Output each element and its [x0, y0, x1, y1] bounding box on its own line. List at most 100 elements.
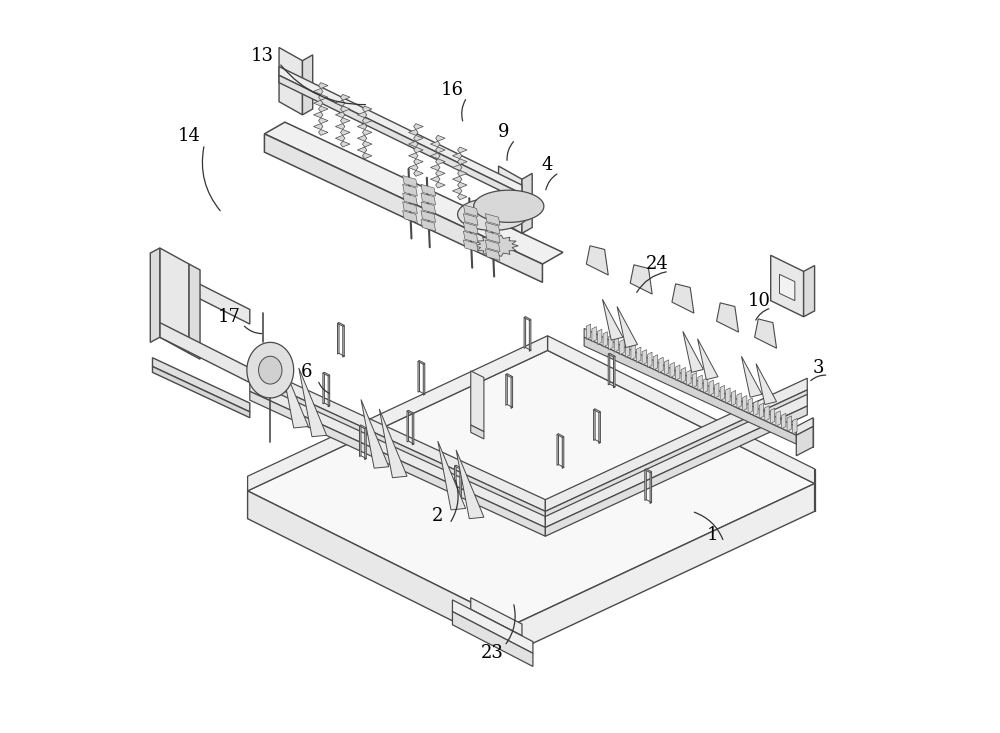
Polygon shape [506, 374, 507, 405]
Polygon shape [160, 264, 250, 324]
Polygon shape [742, 396, 747, 411]
Polygon shape [319, 118, 328, 124]
Polygon shape [709, 380, 713, 396]
Polygon shape [511, 377, 513, 408]
Text: 17: 17 [218, 308, 241, 325]
Polygon shape [692, 372, 697, 388]
Polygon shape [608, 353, 615, 357]
Polygon shape [259, 356, 282, 384]
Polygon shape [460, 468, 461, 500]
Polygon shape [676, 365, 680, 380]
Polygon shape [770, 408, 775, 424]
Polygon shape [463, 213, 478, 225]
Polygon shape [586, 246, 608, 275]
Polygon shape [804, 265, 815, 317]
Polygon shape [726, 388, 730, 403]
Polygon shape [403, 193, 417, 205]
Polygon shape [670, 362, 674, 377]
Polygon shape [455, 465, 461, 469]
Polygon shape [452, 176, 462, 182]
Polygon shape [796, 418, 813, 435]
Polygon shape [471, 609, 522, 653]
Polygon shape [403, 184, 417, 196]
Polygon shape [642, 350, 646, 365]
Polygon shape [160, 248, 189, 353]
Polygon shape [506, 374, 513, 377]
Polygon shape [407, 410, 409, 442]
Polygon shape [418, 361, 425, 364]
Polygon shape [458, 159, 467, 165]
Polygon shape [748, 398, 752, 413]
Text: 1: 1 [706, 526, 718, 544]
Polygon shape [471, 371, 484, 432]
Polygon shape [759, 403, 764, 419]
Polygon shape [319, 83, 328, 89]
Polygon shape [720, 386, 725, 401]
Polygon shape [409, 165, 418, 171]
Polygon shape [436, 182, 445, 188]
Polygon shape [613, 356, 615, 388]
Polygon shape [557, 434, 559, 465]
Polygon shape [436, 147, 445, 153]
Polygon shape [418, 361, 420, 392]
Polygon shape [341, 106, 350, 112]
Polygon shape [522, 174, 532, 233]
Polygon shape [302, 55, 313, 115]
Polygon shape [436, 159, 445, 165]
Polygon shape [515, 484, 815, 652]
Polygon shape [485, 248, 500, 260]
Polygon shape [438, 441, 466, 510]
Text: 13: 13 [251, 47, 274, 65]
Polygon shape [765, 405, 769, 421]
Polygon shape [407, 410, 414, 414]
Polygon shape [584, 337, 796, 444]
Polygon shape [414, 124, 423, 130]
Polygon shape [597, 329, 602, 345]
Polygon shape [471, 597, 522, 636]
Polygon shape [421, 219, 436, 231]
Polygon shape [250, 364, 545, 512]
Polygon shape [430, 165, 440, 171]
Polygon shape [409, 153, 418, 159]
Polygon shape [452, 188, 462, 194]
Polygon shape [341, 95, 350, 100]
Polygon shape [264, 122, 563, 264]
Polygon shape [474, 190, 544, 222]
Polygon shape [379, 409, 407, 478]
Polygon shape [436, 171, 445, 176]
Polygon shape [362, 130, 372, 136]
Polygon shape [458, 147, 467, 153]
Polygon shape [313, 100, 323, 106]
Polygon shape [455, 465, 456, 497]
Polygon shape [250, 391, 545, 537]
Polygon shape [594, 409, 600, 413]
Polygon shape [529, 320, 531, 351]
Polygon shape [524, 317, 531, 320]
Polygon shape [545, 406, 807, 537]
Polygon shape [250, 375, 545, 520]
Polygon shape [248, 336, 548, 491]
Polygon shape [672, 284, 694, 313]
Polygon shape [586, 324, 591, 339]
Polygon shape [452, 611, 533, 666]
Polygon shape [365, 428, 366, 460]
Polygon shape [361, 399, 389, 468]
Polygon shape [319, 106, 328, 112]
Text: 10: 10 [748, 292, 771, 309]
Polygon shape [362, 153, 372, 159]
Polygon shape [687, 370, 691, 386]
Polygon shape [698, 375, 702, 391]
Polygon shape [731, 391, 736, 406]
Polygon shape [754, 401, 758, 416]
Text: 6: 6 [300, 364, 312, 381]
Polygon shape [421, 202, 436, 213]
Polygon shape [357, 147, 367, 153]
Polygon shape [313, 124, 323, 130]
Polygon shape [463, 231, 478, 243]
Polygon shape [341, 118, 350, 124]
Polygon shape [548, 336, 815, 484]
Polygon shape [698, 339, 718, 380]
Polygon shape [281, 359, 308, 428]
Polygon shape [458, 182, 467, 188]
Polygon shape [620, 339, 624, 355]
